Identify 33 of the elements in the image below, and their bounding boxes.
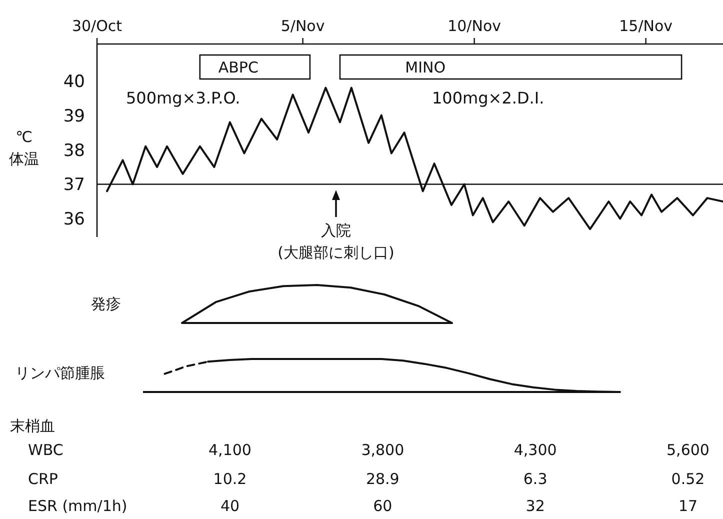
- band-label: ABPC: [218, 58, 258, 76]
- text: 末梢血: [10, 417, 55, 435]
- text: 3,800: [361, 441, 404, 459]
- category-label: CRP: [28, 470, 58, 488]
- text: 10.2: [213, 470, 247, 488]
- text: 発疹: [91, 295, 121, 313]
- y-tick-label: 39: [63, 106, 85, 126]
- annotation: 100mg×2.D.I.: [432, 88, 544, 108]
- y-tick-label: 40: [63, 72, 85, 92]
- text: 28.9: [366, 470, 400, 488]
- text: 0.52: [671, 470, 705, 488]
- x-tick-label: 10/Nov: [448, 17, 502, 35]
- x-tick-label: 30/Oct: [72, 17, 122, 35]
- text: 4,100: [208, 441, 252, 459]
- y-tick-label: 38: [63, 140, 85, 161]
- chart-title: リンパ節腫脹: [15, 364, 105, 382]
- category-label: WBC: [28, 441, 64, 459]
- text: 4,300: [514, 441, 557, 459]
- text: 60: [373, 497, 392, 515]
- annotation: 入院 (大腿部に刺し口): [278, 221, 394, 262]
- text: 40: [220, 497, 240, 515]
- x-tick-label: 15/Nov: [619, 17, 673, 35]
- y-tick-label: 37: [63, 175, 85, 196]
- band-label: MINO: [405, 58, 446, 76]
- annotation: 500mg×3.P.O.: [126, 88, 240, 108]
- text: 32: [526, 497, 545, 515]
- category-label: ESR (mm/1h): [28, 497, 128, 515]
- text: 5,600: [666, 441, 710, 459]
- text: 17: [678, 497, 698, 515]
- y-axis-title: ℃ 体温: [9, 128, 39, 168]
- y-tick-label: 36: [63, 210, 85, 230]
- text: 6.3: [523, 470, 548, 488]
- x-tick-label: 5/Nov: [280, 17, 325, 35]
